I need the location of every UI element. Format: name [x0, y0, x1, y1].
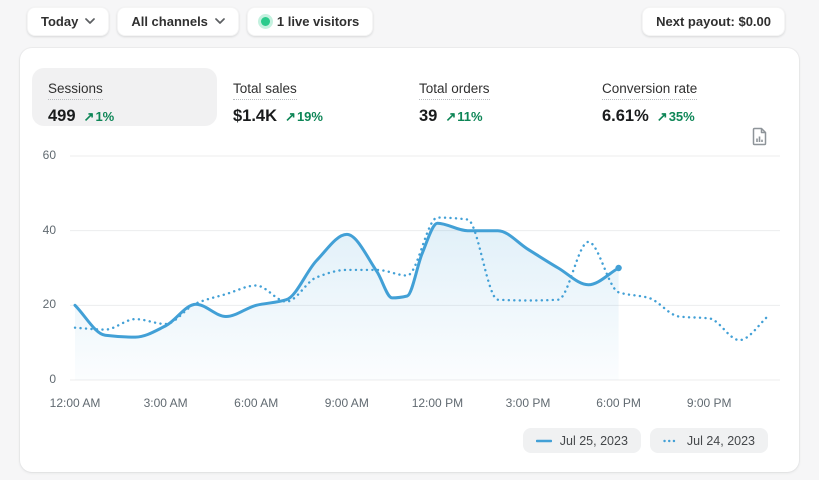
file-chart-icon	[751, 127, 768, 151]
channel-filter-label: All channels	[131, 13, 208, 29]
x-axis-tick-label: 3:00 PM	[505, 396, 551, 410]
date-range-label: Today	[41, 13, 79, 29]
chevron-down-icon	[215, 18, 225, 24]
y-axis-tick-label: 60	[42, 148, 56, 162]
metric-value: 39	[419, 107, 438, 125]
x-axis-tick-label: 6:00 AM	[234, 396, 279, 410]
metric-label: Conversion rate	[602, 81, 698, 100]
x-axis-tick-label: 12:00 AM	[49, 396, 101, 410]
metric-tab-total-orders[interactable]: Total orders 39 ↗ 11%	[419, 80, 490, 126]
trend-up-icon: ↗	[285, 109, 296, 124]
metric-tab-sessions[interactable]: Sessions 499 ↗ 1%	[32, 68, 217, 126]
next-payout-label: Next payout: $0.00	[656, 13, 771, 29]
sessions-line-chart: 60 40 20 0 12:00 AM 3:00 AM 6:00 AM 9:00 AM 12:…	[20, 146, 799, 426]
y-axis-tick-label: 40	[42, 222, 56, 237]
trend-up-icon: ↗	[83, 109, 95, 124]
analytics-card: Sessions 499 ↗ 1% Total sales $1.4K ↗ 19% …	[20, 48, 799, 472]
legend-item-jul-24[interactable]: Jul 24, 2023	[649, 428, 768, 453]
top-filter-bar: Today All channels 1 live visitors Next …	[0, 0, 819, 42]
x-axis-tick-label: 6:00 PM	[596, 396, 641, 410]
channel-filter-button[interactable]: All channels	[117, 6, 239, 36]
metric-change: ↗ 11%	[445, 109, 483, 124]
metric-tab-total-sales[interactable]: Total sales $1.4K ↗ 19%	[233, 80, 323, 126]
metric-label: Total sales	[233, 81, 297, 100]
legend-line-sample-dotted	[663, 439, 679, 442]
series-area-fill	[75, 223, 619, 380]
legend-line-sample-solid	[535, 439, 552, 442]
metric-label: Total orders	[419, 81, 490, 100]
metric-change: ↗ 1%	[83, 109, 115, 124]
live-visitors-dot-icon	[260, 16, 270, 26]
trend-up-icon: ↗	[656, 109, 668, 124]
y-axis-tick-label: 0	[49, 372, 56, 386]
series-line-solid	[73, 221, 621, 339]
series-end-dot	[615, 264, 622, 272]
x-axis-tick-label: 12:00 PM	[411, 396, 464, 410]
date-range-button[interactable]: Today	[27, 6, 110, 36]
metric-value: 6.61%	[602, 107, 649, 125]
metric-value: $1.4K	[233, 107, 278, 125]
metric-value: 499	[48, 107, 76, 125]
legend-item-jul-25[interactable]: Jul 25, 2023	[522, 428, 641, 453]
x-axis-tick-label: 9:00 AM	[324, 396, 369, 410]
next-payout-button[interactable]: Next payout: $0.00	[642, 6, 785, 36]
chevron-down-icon	[85, 18, 96, 24]
live-visitors-label: 1 live visitors	[276, 13, 360, 29]
live-visitors-badge[interactable]: 1 live visitors	[246, 6, 374, 36]
y-axis-tick-label: 20	[42, 297, 56, 312]
metric-change: ↗ 35%	[656, 109, 695, 124]
legend-label: Jul 25, 2023	[559, 433, 628, 448]
metric-label: Sessions	[48, 81, 103, 100]
chart-plot-area	[70, 155, 780, 381]
x-axis-tick-label: 3:00 AM	[143, 396, 188, 410]
series-line-dotted	[73, 216, 771, 342]
chart-legend: Jul 25, 2023 Jul 24, 2023	[522, 428, 768, 453]
metric-change: ↗ 19%	[285, 109, 323, 124]
metric-tab-conversion-rate[interactable]: Conversion rate 6.61% ↗ 35%	[602, 80, 698, 126]
export-report-button[interactable]	[748, 127, 770, 151]
legend-label: Jul 24, 2023	[686, 433, 755, 448]
x-axis-tick-label: 9:00 PM	[686, 396, 732, 410]
trend-up-icon: ↗	[445, 109, 457, 124]
